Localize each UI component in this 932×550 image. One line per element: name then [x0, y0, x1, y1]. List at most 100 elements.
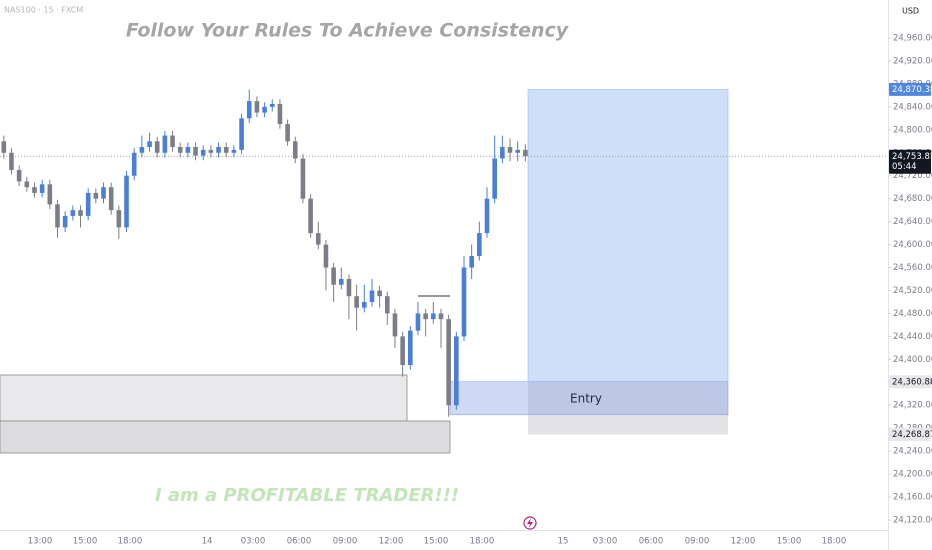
- entry-label-bg: [889, 375, 931, 389]
- y-tick-label: 24,480.00: [893, 309, 932, 319]
- y-tick-label: 24,320.00: [893, 401, 932, 411]
- y-tick-label: 24,120.00: [893, 516, 932, 526]
- candle-body: [300, 158, 306, 199]
- candle-body: [39, 184, 45, 193]
- candle-body: [62, 215, 68, 228]
- y-tick-label: 24,720.00: [893, 171, 932, 181]
- y-tick-label: 24,560.00: [893, 263, 932, 273]
- stop-label: 24,268.87: [892, 430, 932, 440]
- x-tick-label: 03:00: [593, 537, 618, 547]
- candle-body: [507, 147, 513, 153]
- x-tick-label: 09:00: [333, 537, 358, 547]
- y-tick-label: 24,960.00: [893, 34, 932, 44]
- candle-body: [431, 313, 436, 320]
- candle-body: [200, 149, 206, 156]
- candle-body: [523, 149, 528, 157]
- candle-body: [1, 141, 7, 153]
- candle-body: [147, 141, 152, 148]
- y-tick-label: 24,680.00: [893, 194, 932, 204]
- candle-body: [484, 198, 490, 234]
- alert-bolt: [527, 518, 533, 528]
- candle-body: [469, 256, 474, 268]
- candle-body: [193, 147, 198, 156]
- target-label: 24,870.38: [892, 85, 932, 95]
- candle-body: [170, 135, 175, 148]
- candle-body: [408, 330, 413, 366]
- candle-body: [269, 103, 275, 107]
- candle-body: [377, 290, 382, 297]
- y-tick-label: 24,240.00: [893, 447, 932, 457]
- alert-icon[interactable]: [523, 516, 537, 530]
- target-zone: [527, 89, 729, 383]
- candle-body: [369, 290, 375, 302]
- candle-body: [231, 149, 237, 153]
- last-price-bg: [889, 149, 931, 174]
- candle-body: [438, 313, 444, 320]
- x-tick-label: 12:00: [731, 537, 756, 547]
- symbol: NAS100 · 15 · FXCM: [4, 6, 83, 15]
- candle-body: [185, 147, 191, 153]
- candle-body: [177, 147, 183, 153]
- candle-body: [323, 244, 329, 268]
- x-tick-label: 06:00: [639, 537, 664, 547]
- y-tick-label: 24,520.00: [893, 286, 932, 296]
- candle-body: [500, 147, 505, 159]
- candle-body: [400, 336, 405, 366]
- candle-body: [216, 147, 221, 153]
- candle-body: [285, 124, 290, 142]
- candle-body: [101, 187, 106, 199]
- candle-body: [492, 158, 497, 199]
- candle-body: [277, 103, 283, 125]
- y-tick-label: 24,200.00: [893, 470, 932, 480]
- x-tick-label: 06:00: [287, 537, 312, 547]
- candle-body: [154, 141, 160, 153]
- y-tick-label: 24,160.00: [893, 493, 932, 503]
- candle-body: [246, 101, 252, 119]
- candle-body: [254, 101, 260, 113]
- candle-body: [108, 187, 114, 211]
- x-tick-label: 13:00: [28, 537, 53, 547]
- candle-body: [515, 149, 520, 153]
- candle-body: [262, 106, 267, 113]
- candle-body: [208, 149, 214, 153]
- candle-body: [16, 169, 22, 182]
- x-tick-label: 15: [558, 537, 569, 547]
- candle-body: [461, 267, 467, 337]
- candle-body: [47, 184, 53, 205]
- candle-body: [55, 204, 60, 228]
- candle-body: [477, 233, 482, 257]
- candle-body: [78, 210, 83, 216]
- candle-body: [223, 147, 229, 153]
- candle-body: [446, 319, 451, 406]
- x-tick-label: 03:00: [241, 537, 266, 547]
- y-tick-label: 24,920.00: [893, 56, 932, 66]
- candle-body: [9, 152, 14, 170]
- x-tick-label: 09:00: [685, 537, 710, 547]
- candle-body: [346, 279, 352, 297]
- candle-body: [139, 147, 145, 153]
- x-tick-label: 15:00: [424, 537, 449, 547]
- x-tick-label: 18:00: [822, 537, 847, 547]
- y-tick-label: 24,800.00: [893, 125, 932, 135]
- x-tick-label: 18:00: [118, 537, 143, 547]
- caption: I am a PROFITABLE TRADER!!!: [155, 485, 459, 506]
- candle-body: [385, 296, 390, 314]
- candle-body: [454, 336, 459, 406]
- y-tick-label: 24,440.00: [893, 332, 932, 342]
- candle-body: [85, 192, 91, 216]
- candle-body: [124, 175, 129, 228]
- last-price-label: 24,753.85: [892, 152, 932, 162]
- candle-body: [338, 279, 344, 285]
- candle-body: [239, 118, 244, 150]
- candle-body: [361, 301, 367, 308]
- candle-body: [116, 210, 122, 228]
- demand-zone: [0, 420, 451, 454]
- x-tick-label: 15:00: [777, 537, 802, 547]
- candle-body: [32, 187, 37, 193]
- candle-body: [292, 141, 298, 159]
- currency: USD: [902, 7, 919, 16]
- title: Follow Your Rules To Achieve Consistency: [126, 20, 570, 42]
- y-tick-label: 24,640.00: [893, 217, 932, 227]
- entry-text: Entry: [570, 391, 602, 405]
